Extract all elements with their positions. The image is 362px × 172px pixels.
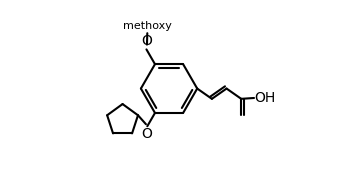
Text: OH: OH [254,91,275,105]
Text: methoxy: methoxy [123,22,172,31]
Text: O: O [141,34,152,48]
Text: O: O [141,127,152,141]
